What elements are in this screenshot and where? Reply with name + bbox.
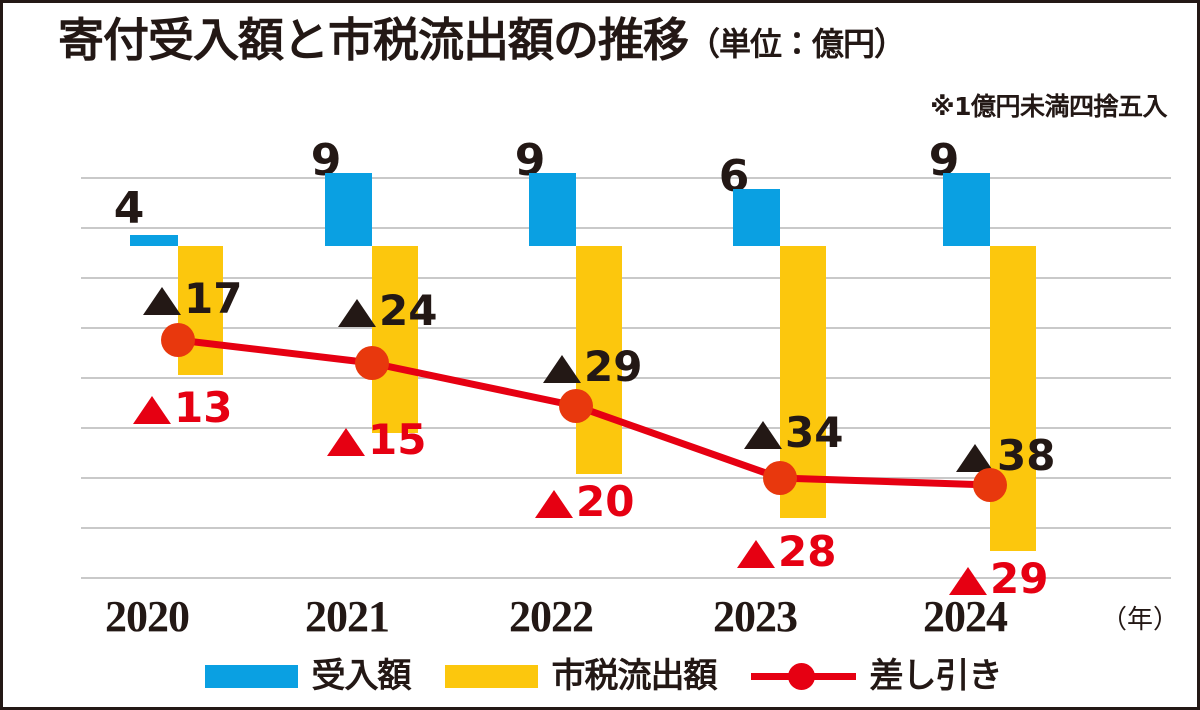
bar-group-2020: 4 17 13 (81, 163, 286, 593)
donation-value-2020: 4 (113, 183, 145, 234)
down-triangle-icon (327, 428, 365, 456)
difference-value-2023: 28 (778, 527, 837, 576)
x-axis-unit-label: （年） (1101, 605, 1180, 635)
yellow-square-swatch-icon (444, 664, 538, 688)
x-tick-2024: 2024 (923, 592, 1008, 641)
donation-bar-2022[interactable] (529, 173, 576, 246)
gridline (81, 227, 1171, 229)
difference-label-2020: 13 (133, 387, 232, 429)
outflow-bar-2021[interactable] (372, 246, 418, 433)
down-triangle-icon (338, 299, 376, 327)
difference-value-2021: 15 (368, 415, 427, 464)
down-triangle-icon (535, 490, 573, 518)
donation-bar-2024[interactable] (943, 173, 990, 246)
bar-group-2021: 9 24 15 (281, 139, 486, 593)
outflow-label-2023: 34 (744, 412, 843, 454)
red-line-dot-swatch-icon (750, 663, 856, 690)
difference-value-2020: 13 (174, 383, 233, 432)
outflow-bar-2024[interactable] (990, 246, 1036, 551)
down-triangle-icon (737, 540, 775, 568)
outflow-bar-2023[interactable] (780, 246, 826, 518)
outflow-value-2024: 38 (997, 431, 1056, 480)
x-tick-2022: 2022 (509, 592, 594, 641)
donation-bar-2020[interactable] (130, 235, 178, 246)
gridline (81, 577, 1171, 579)
donation-bar-2021[interactable] (325, 173, 372, 246)
bar-group-2023: 6 34 28 (689, 155, 894, 593)
plot-area: 4 17 13 9 24 15 9 (81, 139, 1171, 600)
page-title: 寄付受入額と市税流出額の推移 (58, 13, 689, 67)
x-tick-2023: 2023 (713, 592, 798, 641)
rounding-note: ※1億円未満四捨五入 (930, 92, 1167, 121)
outflow-value-2023: 34 (785, 408, 844, 457)
bar-group-2022: 9 29 20 (485, 139, 690, 593)
outflow-label-2024: 38 (956, 435, 1055, 477)
gridline (81, 277, 1171, 279)
down-triangle-icon (949, 567, 987, 595)
bar-group-2024: 9 38 29 (893, 139, 1098, 600)
down-triangle-icon (744, 421, 782, 449)
title-unit-note: （単位：億円） (688, 25, 906, 63)
difference-label-2021: 15 (327, 419, 426, 461)
x-axis-labels: 2020 2021 2022 2023 2024 (3, 592, 1197, 643)
donation-bar-2023[interactable] (733, 189, 780, 246)
outflow-value-2021: 24 (379, 286, 438, 335)
gridline (81, 527, 1171, 529)
chart-legend: 受入額 市税流出額 差し引き (3, 653, 1197, 699)
outflow-label-2022: 29 (543, 346, 642, 388)
legend-item-outflow[interactable]: 市税流出額 (444, 656, 718, 696)
down-triangle-icon (956, 444, 994, 472)
difference-value-2022: 20 (576, 477, 635, 526)
legend-label-outflow: 市税流出額 (551, 656, 718, 696)
down-triangle-icon (543, 355, 581, 383)
outflow-value-2020: 17 (184, 274, 243, 323)
legend-label-difference: 差し引き (869, 656, 1003, 696)
down-triangle-icon (143, 287, 181, 315)
outflow-value-2022: 29 (584, 342, 643, 391)
outflow-label-2020: 17 (143, 278, 242, 320)
legend-item-difference[interactable]: 差し引き (750, 656, 1003, 696)
gridline (81, 327, 1171, 329)
x-tick-2020: 2020 (105, 592, 190, 641)
x-tick-2021: 2021 (305, 592, 390, 641)
difference-label-2022: 20 (535, 481, 634, 523)
gridline (81, 177, 1171, 179)
blue-square-swatch-icon (204, 664, 298, 688)
difference-label-2023: 28 (737, 531, 836, 573)
legend-item-donation[interactable]: 受入額 (204, 656, 412, 696)
outflow-label-2021: 24 (338, 290, 437, 332)
chart-title-row: 寄付受入額と市税流出額の推移 （単位：億円） (58, 13, 906, 67)
legend-label-donation: 受入額 (311, 656, 412, 696)
difference-label-2024: 29 (949, 558, 1048, 600)
down-triangle-icon (133, 396, 171, 424)
difference-value-2024: 29 (990, 554, 1049, 603)
